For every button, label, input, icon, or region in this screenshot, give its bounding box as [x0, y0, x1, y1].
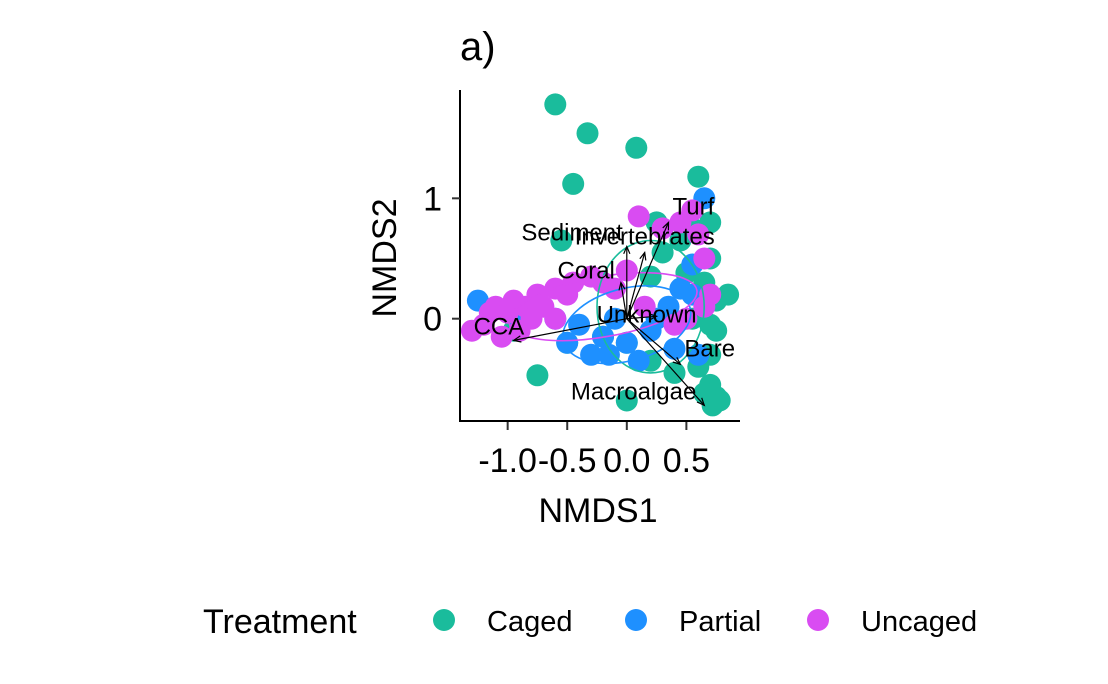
point-caged-27	[615, 389, 638, 412]
axis-ticks: -1.0 -0.5 0.0 0.5 0 1	[423, 180, 710, 480]
ellipse-partial	[562, 285, 692, 365]
point-caged-28	[526, 364, 549, 387]
vector-turf	[626, 222, 670, 319]
point-uncaged-24	[490, 325, 513, 348]
vector-label-turf: Turf	[673, 193, 715, 220]
point-caged-4	[687, 165, 710, 188]
point-partial-18	[687, 343, 710, 366]
point-caged-14	[705, 319, 728, 342]
point-uncaged-18	[687, 223, 710, 246]
legend-label-caged: Caged	[487, 606, 572, 638]
legend-key-uncaged	[807, 609, 829, 631]
point-uncaged-26	[633, 295, 656, 318]
vector-invertebrates	[626, 252, 646, 319]
x-tick-label: 0.5	[663, 442, 710, 480]
point-caged-3	[562, 172, 585, 195]
point-partial-7	[615, 331, 638, 354]
vector-bare	[626, 318, 681, 365]
x-tick-label: -0.5	[538, 442, 597, 480]
point-uncaged-28	[681, 199, 704, 222]
point-uncaged-30	[478, 301, 501, 324]
legend-label-uncaged: Uncaged	[861, 606, 977, 638]
x-axis-title: NMDS1	[538, 492, 657, 530]
vector-macroalgae	[626, 318, 705, 406]
point-uncaged-15	[627, 205, 650, 228]
vector-arrowhead-cca	[512, 335, 522, 343]
point-uncaged-23	[663, 313, 686, 336]
y-axis-title: NMDS2	[366, 198, 404, 317]
legend-key-partial	[625, 609, 647, 631]
point-caged-33	[669, 229, 692, 252]
point-partial-12	[627, 349, 650, 372]
point-partial-16	[556, 331, 579, 354]
vector-label-coral: Coral	[558, 258, 615, 285]
vector-label-cca: CCA	[474, 313, 525, 340]
legend: Treatment Caged Partial Uncaged	[203, 603, 977, 641]
vector-arrowhead-coral	[618, 281, 626, 291]
point-caged-26	[701, 394, 724, 417]
x-tick-label: -1.0	[478, 442, 537, 480]
y-tick-label: 0	[423, 301, 442, 339]
vector-label-macroalgae: Macroalgae	[571, 378, 696, 405]
x-tick-label: 0.0	[603, 442, 650, 480]
ellipse-caged	[596, 239, 705, 374]
chart-title: a)	[460, 25, 496, 69]
point-partial-15	[603, 307, 626, 330]
point-uncaged-19	[693, 247, 716, 270]
y-tick-label: 1	[423, 180, 442, 218]
vector-cca	[513, 318, 627, 341]
vector-coral	[620, 282, 628, 319]
legend-label-partial: Partial	[679, 606, 761, 638]
vector-arrowhead-sediment	[623, 244, 631, 255]
vector-label-sediment: Sediment	[521, 220, 623, 247]
point-partial-19	[597, 343, 620, 366]
point-caged-1	[576, 122, 599, 145]
vector-label-invertebrates: Invertebrates	[575, 224, 715, 251]
vector-arrowhead-unknown	[648, 313, 659, 321]
vector-label-bare: Bare	[684, 335, 735, 362]
point-caged-29	[550, 229, 573, 252]
point-caged-34	[639, 265, 662, 288]
legend-title: Treatment	[203, 603, 357, 641]
vector-label-unknown: Unknown	[597, 301, 697, 328]
vector-arrowhead-macroalgae	[696, 397, 706, 407]
point-uncaged-27	[544, 307, 567, 330]
vector-arrowhead-bare	[672, 357, 682, 366]
point-caged-32	[651, 241, 674, 264]
vector-arrowhead-invertebrates	[639, 251, 647, 261]
vector-arrowhead-turf	[662, 220, 670, 231]
point-caged-2	[625, 136, 648, 159]
point-caged-0	[544, 93, 567, 116]
vector-unknown	[626, 315, 657, 320]
legend-key-caged	[433, 609, 455, 631]
point-partial-9	[568, 313, 591, 336]
ellipse-uncaged	[508, 271, 698, 342]
